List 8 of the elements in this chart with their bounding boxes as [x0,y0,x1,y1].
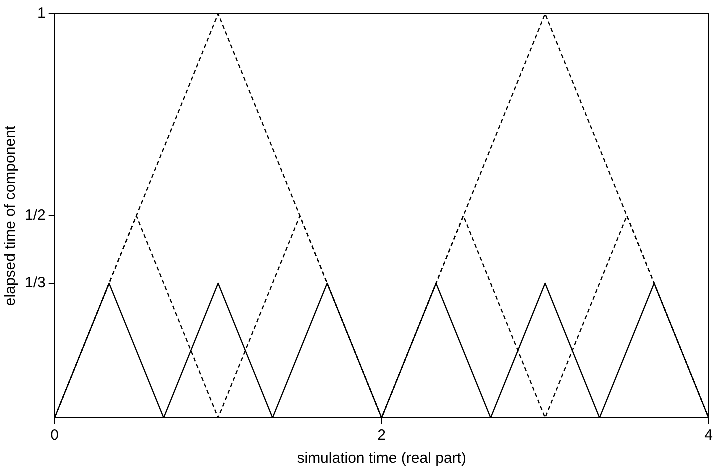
y-axis-title: elapsed time of component [2,125,20,306]
x-axis-title: simulation time (real part) [297,450,466,468]
y-tick-label: 1 [38,5,46,22]
x-tick-label: 4 [704,427,713,444]
y-tick-label: 1/2 [24,207,46,224]
y-tick-label: 1/3 [24,274,46,292]
x-tick-label: 2 [378,427,386,444]
x-tick-label: 0 [50,427,60,444]
